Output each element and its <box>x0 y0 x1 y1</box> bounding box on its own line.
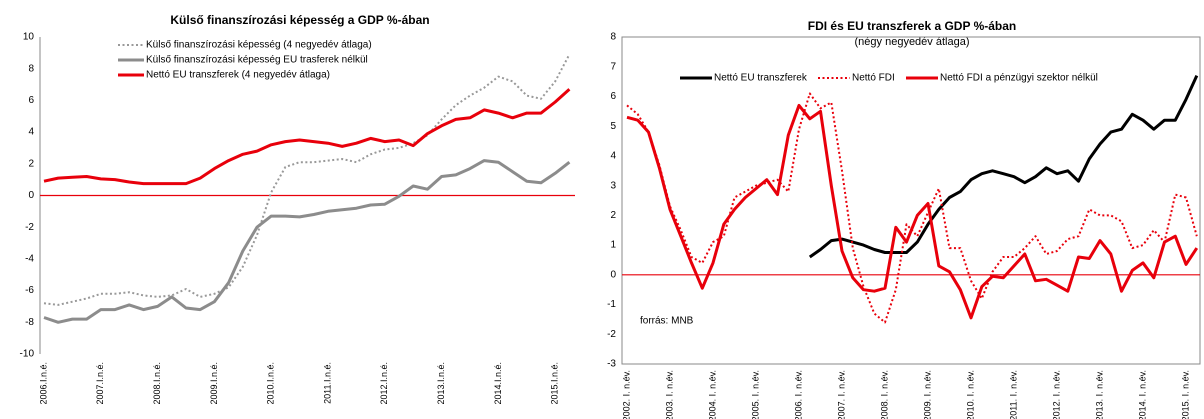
y-tick-label: 0 <box>610 269 616 280</box>
data-line <box>43 53 571 306</box>
y-tick-label: -3 <box>607 359 616 370</box>
y-tick-label: 10 <box>23 32 35 43</box>
x-tick-label: 2005. I. n.év. <box>750 370 760 419</box>
x-tick-label: 2012. I. n.év. <box>1051 370 1061 419</box>
x-tick-label: 2012.I.n.é. <box>379 362 389 405</box>
chart-subtitle: (négy negyedév átlaga) <box>855 36 970 48</box>
y-tick-label: -4 <box>25 254 34 265</box>
x-tick-label: 2008.I.n.é. <box>152 362 162 405</box>
legend-label: Nettó FDI <box>852 73 895 84</box>
data-line <box>626 92 1198 324</box>
x-tick-label: 2003. I. n.év. <box>664 370 674 419</box>
x-tick-label: 2004. I. n.év. <box>707 370 717 419</box>
x-tick-label: 2013.I.n.é. <box>436 362 446 405</box>
x-tick-label: 2006.I.n.é. <box>38 362 48 405</box>
y-tick-label: -2 <box>607 329 616 340</box>
data-line <box>43 88 571 186</box>
y-tick-label: -6 <box>25 285 34 296</box>
y-tick-label: 7 <box>610 61 616 72</box>
x-tick-label: 2011. I. n.év. <box>1008 370 1018 419</box>
x-tick-label: 2007. I. n.év. <box>836 370 846 419</box>
x-tick-label: 2009. I. n.év. <box>922 370 932 419</box>
y-tick-label: -10 <box>20 349 35 360</box>
plot-frame <box>621 36 1201 365</box>
x-tick-label: 2014.I.n.é. <box>493 362 503 405</box>
legend-label: Nettó EU transzferek <box>714 73 808 84</box>
data-line <box>43 159 571 324</box>
y-tick-label: -8 <box>25 317 34 328</box>
legend-label: Külső finanszírozási képesség (4 negyedé… <box>146 40 372 51</box>
y-tick-label: 4 <box>28 127 34 138</box>
legend-label: Külső finanszírozási képesség EU trasfer… <box>146 55 368 66</box>
y-tick-label: 5 <box>610 121 616 132</box>
x-tick-label: 2008. I. n.év. <box>879 370 889 419</box>
x-tick-label: 2009.I.n.é. <box>209 362 219 405</box>
legend-label: Nettó FDI a pénzügyi szektor nélkül <box>940 73 1098 84</box>
x-tick-label: 2014. I. n.év. <box>1137 370 1147 419</box>
chart-title: FDI és EU transzferek a GDP %-ában <box>808 19 1017 33</box>
x-tick-label: 2013. I. n.év. <box>1094 370 1104 419</box>
y-tick-label: -2 <box>25 222 34 233</box>
y-tick-label: 8 <box>28 63 34 74</box>
chart-title: Külső finanszírozási képesség a GDP %-áb… <box>170 13 429 27</box>
data-line <box>808 74 1199 259</box>
x-tick-label: 2015.I.n.é. <box>550 362 560 405</box>
x-tick-label: 2002. I. n.év. <box>621 370 631 419</box>
x-tick-label: 2015. I. n.év. <box>1180 370 1190 419</box>
x-tick-label: 2011.I.n.é. <box>322 362 332 404</box>
x-tick-label: 2010.I.n.é. <box>266 362 276 405</box>
y-tick-label: 8 <box>610 32 616 43</box>
y-tick-label: 6 <box>28 95 34 106</box>
x-tick-label: 2010. I. n.év. <box>965 370 975 419</box>
y-tick-label: 1 <box>610 240 616 251</box>
legend-label: Nettó EU transzferek (4 negyedév átlaga) <box>146 70 330 81</box>
y-tick-label: 3 <box>610 180 616 191</box>
y-tick-label: 2 <box>28 158 34 169</box>
y-tick-label: 0 <box>28 190 34 201</box>
annotation: forrás: MNB <box>640 316 694 327</box>
x-tick-label: 2006. I. n.év. <box>793 370 803 419</box>
y-tick-label: -1 <box>607 299 616 310</box>
y-tick-label: 4 <box>610 151 616 162</box>
y-tick-label: 6 <box>610 91 616 102</box>
x-tick-label: 2007.I.n.é. <box>95 362 105 405</box>
data-line <box>626 103 1199 320</box>
y-tick-label: 2 <box>610 210 616 221</box>
